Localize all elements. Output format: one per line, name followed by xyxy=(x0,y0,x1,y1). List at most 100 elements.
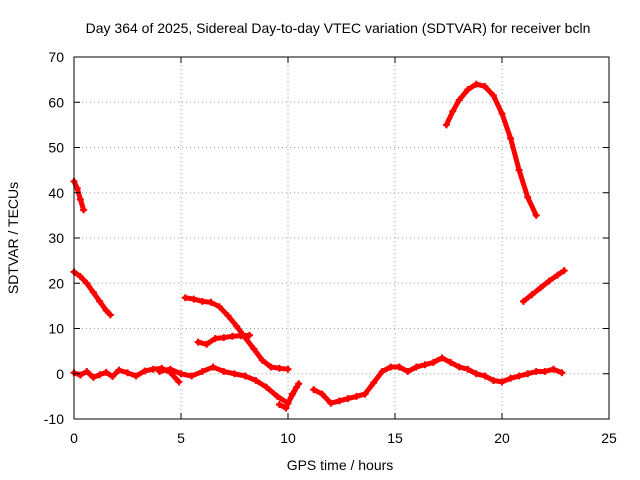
series-baseline-5 xyxy=(395,354,566,386)
data-point xyxy=(524,370,532,378)
data-point xyxy=(361,390,369,398)
series-baseline-3 xyxy=(275,380,303,412)
series-arc-f xyxy=(519,267,568,305)
y-tick-label: 20 xyxy=(48,275,64,291)
data-point xyxy=(96,297,104,305)
data-point xyxy=(438,354,446,362)
data-point xyxy=(216,303,223,311)
data-point xyxy=(295,380,303,388)
data-point xyxy=(233,322,241,330)
data-point xyxy=(73,184,81,192)
data-point xyxy=(524,193,532,201)
data-point xyxy=(455,96,463,104)
data-point xyxy=(241,372,249,380)
data-point xyxy=(209,363,217,371)
data-point xyxy=(472,80,480,88)
y-axis-label: SDTVAR / TECUs xyxy=(5,182,21,294)
data-point xyxy=(560,267,568,275)
data-point xyxy=(430,358,437,366)
data-point xyxy=(80,206,88,214)
y-tick-label: 60 xyxy=(48,94,64,110)
data-point xyxy=(464,86,472,94)
data-point xyxy=(267,363,275,371)
data-point xyxy=(246,331,253,339)
data-point xyxy=(284,365,292,373)
data-point xyxy=(275,401,283,408)
data-point xyxy=(554,271,562,279)
data-point xyxy=(545,277,553,285)
data-point xyxy=(166,365,174,373)
data-point xyxy=(528,291,536,299)
data-point xyxy=(507,374,515,382)
data-point xyxy=(175,378,183,386)
x-tick-label: 5 xyxy=(177,430,185,446)
x-tick-label: 15 xyxy=(387,430,403,446)
data-point xyxy=(449,107,457,115)
chart-title: Day 364 of 2025, Sidereal Day-to-day VTE… xyxy=(86,20,591,36)
data-point xyxy=(220,334,228,342)
data-point xyxy=(537,284,544,292)
series-arc-d xyxy=(194,331,253,348)
data-point xyxy=(318,390,326,398)
data-point xyxy=(188,372,196,380)
data-point xyxy=(149,365,157,373)
x-tick-label: 0 xyxy=(70,430,78,446)
series-arc-e xyxy=(442,80,540,219)
data-point xyxy=(83,279,91,287)
data-point xyxy=(198,368,206,375)
data-point xyxy=(263,383,271,391)
y-tick-label: 70 xyxy=(48,49,64,65)
data-point xyxy=(515,372,523,380)
data-point xyxy=(190,295,198,303)
data-point xyxy=(464,365,472,373)
data-point xyxy=(124,369,131,377)
data-point xyxy=(76,196,84,203)
data-point xyxy=(353,392,360,400)
y-tick-label: 0 xyxy=(56,366,64,382)
data-point xyxy=(378,368,386,375)
data-point xyxy=(237,332,245,340)
data-point xyxy=(335,397,343,405)
series-arc-b xyxy=(70,268,114,319)
data-point xyxy=(273,392,281,400)
data-point xyxy=(198,297,206,305)
data-point xyxy=(102,368,110,376)
data-point xyxy=(558,369,566,377)
data-point xyxy=(203,340,211,348)
data-point xyxy=(404,368,412,375)
data-series xyxy=(70,80,568,412)
data-point xyxy=(89,373,97,381)
y-tick-label: -10 xyxy=(44,411,64,427)
data-point xyxy=(109,373,116,380)
series-arc-c xyxy=(181,294,292,373)
data-point xyxy=(549,365,557,373)
data-point xyxy=(156,368,164,375)
data-point xyxy=(141,367,149,375)
data-point xyxy=(115,366,123,374)
data-point xyxy=(231,370,238,378)
data-point xyxy=(532,368,540,375)
data-point xyxy=(282,404,290,412)
data-point xyxy=(481,82,489,90)
axis-ticks xyxy=(73,56,610,420)
data-point xyxy=(519,297,527,305)
data-point xyxy=(220,368,228,375)
data-point xyxy=(387,363,395,371)
data-point xyxy=(76,371,84,379)
x-tick-label: 10 xyxy=(280,430,296,446)
data-point xyxy=(498,110,506,118)
data-point xyxy=(181,294,189,302)
data-point xyxy=(102,306,110,314)
series-line xyxy=(276,381,302,411)
data-point xyxy=(515,166,523,174)
data-point xyxy=(395,363,403,371)
x-tick-label: 25 xyxy=(601,430,617,446)
data-point xyxy=(507,134,515,142)
data-point xyxy=(288,390,296,398)
y-tick-labels: -10 0 10 20 30 40 50 60 70 xyxy=(44,49,64,427)
data-point xyxy=(412,363,420,371)
data-point xyxy=(442,121,450,129)
data-point xyxy=(489,377,497,384)
